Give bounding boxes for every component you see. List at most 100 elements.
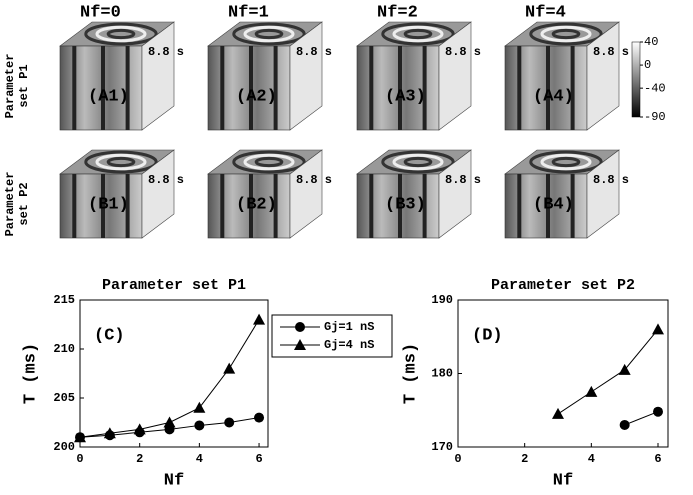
x-axis-label: Nf: [553, 471, 573, 490]
stripe: [422, 46, 427, 130]
time-label: 8.8 s: [148, 173, 184, 187]
row-label: Parameter: [3, 172, 17, 237]
panel-label: (B2): [236, 195, 277, 214]
spiral: [529, 22, 603, 46]
spiral: [106, 156, 136, 168]
stripe: [398, 174, 402, 238]
cube-side: [438, 21, 472, 131]
spiral: [84, 22, 158, 46]
series-line: [624, 411, 659, 426]
y-tick-label: 205: [53, 391, 75, 405]
marker: [223, 362, 236, 374]
marker: [224, 417, 235, 428]
spiral: [540, 153, 592, 171]
stripe: [220, 46, 225, 130]
marker: [193, 401, 206, 413]
panel-label: (A3): [385, 87, 426, 106]
stripe: [517, 174, 522, 238]
stripe: [422, 174, 427, 238]
stripe: [273, 174, 278, 238]
x-tick-label: 4: [196, 452, 203, 466]
marker: [163, 416, 176, 428]
stripe: [398, 46, 402, 130]
stripe: [369, 46, 374, 130]
row-label: Parameter: [3, 54, 17, 119]
y-tick-label: 180: [431, 367, 453, 381]
x-axis-label: Nf: [164, 471, 184, 490]
cube-side: [141, 149, 175, 239]
time-label: 8.8 s: [593, 173, 629, 187]
stripe: [570, 174, 575, 238]
spiral: [551, 156, 581, 168]
row-label: set P2: [17, 182, 31, 225]
panel-label: (B3): [385, 195, 426, 214]
cube-side: [141, 21, 175, 131]
spiral: [392, 153, 444, 171]
time-label: 8.8 s: [296, 45, 332, 59]
panel-label: (C): [94, 326, 125, 345]
stripe: [220, 174, 225, 238]
marker: [253, 313, 266, 325]
x-tick-label: 6: [654, 452, 661, 466]
cube-side: [586, 21, 620, 131]
spiral: [232, 150, 306, 174]
panel-label: (A4): [533, 87, 574, 106]
marker: [294, 339, 306, 350]
panel-label: (A1): [88, 87, 129, 106]
panel-label: (A2): [236, 87, 277, 106]
spiral: [243, 25, 295, 43]
spiral: [95, 153, 147, 171]
x-tick-label: 0: [454, 452, 461, 466]
time-label: 8.8 s: [296, 173, 332, 187]
stripe: [369, 174, 374, 238]
legend-box: [271, 314, 393, 358]
marker: [653, 406, 663, 417]
y-tick-label: 170: [431, 440, 453, 454]
stripe: [101, 174, 105, 238]
spiral: [529, 150, 603, 174]
y-tick-label: 215: [53, 293, 75, 307]
colorbar-label: 0: [644, 58, 651, 72]
stripe: [517, 46, 522, 130]
time-label: 8.8 s: [445, 173, 481, 187]
legend-label: Gj=4 nS: [324, 338, 374, 352]
panel-label: (B4): [533, 195, 574, 214]
stripe: [546, 174, 550, 238]
cube-renderings: [59, 21, 620, 239]
marker: [133, 423, 146, 435]
stripe: [125, 174, 130, 238]
x-tick-label: 6: [255, 452, 262, 466]
stripe: [249, 46, 253, 130]
x-tick-label: 2: [136, 452, 143, 466]
stripe: [72, 174, 77, 238]
y-tick-label: 200: [53, 440, 75, 454]
x-tick-label: 0: [76, 452, 83, 466]
legend-label: Gj=1 nS: [324, 320, 374, 334]
colorbar-label: -40: [644, 81, 666, 95]
spiral: [392, 25, 444, 43]
y-tick-label: 210: [53, 342, 75, 356]
cube-side: [438, 149, 472, 239]
stripe: [72, 46, 77, 130]
stripe: [249, 174, 253, 238]
spiral: [232, 22, 306, 46]
x-tick-label: 2: [521, 452, 528, 466]
spiral: [243, 153, 295, 171]
spiral: [540, 25, 592, 43]
time-label: 8.8 s: [593, 45, 629, 59]
axes-box: [79, 299, 269, 448]
stripe: [273, 46, 278, 130]
marker: [194, 420, 205, 431]
marker: [585, 385, 598, 397]
stripe: [125, 46, 130, 130]
axes-box: [457, 299, 669, 448]
time-label: 8.8 s: [445, 45, 481, 59]
spiral: [254, 156, 284, 168]
row-label: set P1: [17, 64, 31, 107]
marker: [652, 323, 664, 335]
marker: [295, 322, 305, 332]
marker: [618, 363, 631, 375]
cube-side: [586, 149, 620, 239]
stripe: [101, 46, 105, 130]
